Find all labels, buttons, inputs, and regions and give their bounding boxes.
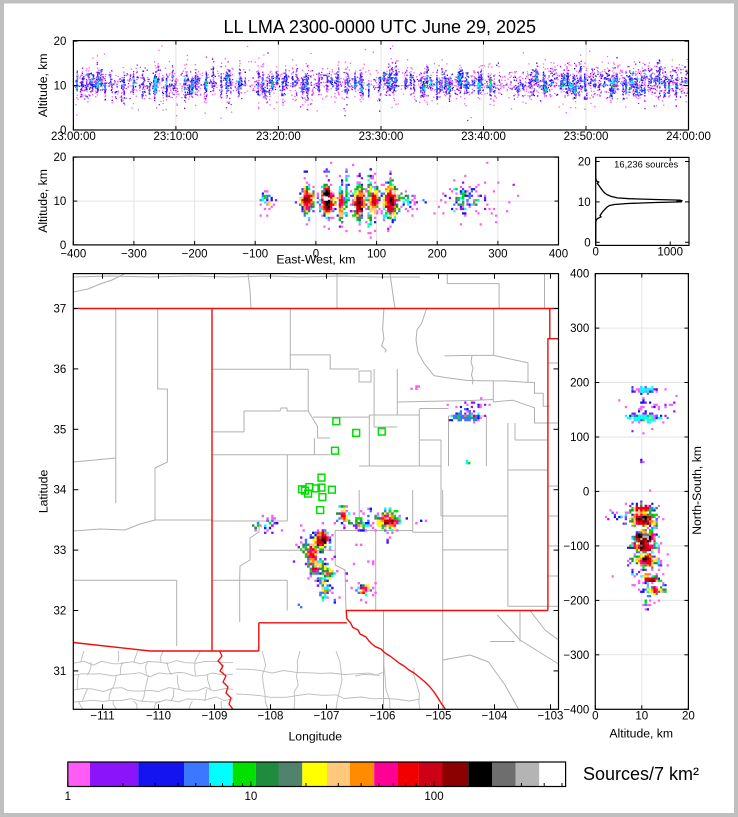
svg-text:−100: −100 <box>242 248 268 260</box>
svg-text:300: 300 <box>570 323 589 335</box>
svg-text:−200: −200 <box>563 595 589 607</box>
svg-text:23:20:00: 23:20:00 <box>256 131 301 143</box>
svg-text:23:40:00: 23:40:00 <box>461 131 506 143</box>
svg-text:−300: −300 <box>121 248 147 260</box>
svg-text:10: 10 <box>54 196 67 208</box>
svg-text:Sources/7 km²: Sources/7 km² <box>583 764 699 784</box>
svg-text:−108: −108 <box>258 710 284 722</box>
svg-text:16,236 sources: 16,236 sources <box>614 159 678 170</box>
svg-text:23:00:00: 23:00:00 <box>51 131 96 143</box>
svg-text:−100: −100 <box>563 541 589 553</box>
svg-text:200: 200 <box>428 248 447 260</box>
svg-text:−104: −104 <box>482 710 509 722</box>
svg-text:35: 35 <box>54 424 67 436</box>
svg-text:20: 20 <box>54 36 67 48</box>
svg-text:East-West, km: East-West, km <box>276 253 355 267</box>
svg-text:Altitude, km: Altitude, km <box>36 53 50 117</box>
svg-text:0: 0 <box>584 237 590 249</box>
svg-text:400: 400 <box>549 248 568 260</box>
svg-text:−200: −200 <box>182 248 208 260</box>
svg-text:100: 100 <box>367 248 386 260</box>
svg-text:33: 33 <box>54 545 67 557</box>
svg-text:0: 0 <box>60 240 66 252</box>
svg-text:10: 10 <box>245 791 258 803</box>
svg-text:−110: −110 <box>146 710 171 722</box>
svg-text:−107: −107 <box>314 710 340 722</box>
svg-text:23:30:00: 23:30:00 <box>359 131 404 143</box>
svg-text:0: 0 <box>592 246 598 258</box>
svg-text:−400: −400 <box>60 248 86 260</box>
svg-text:100: 100 <box>424 791 443 803</box>
svg-text:Longitude: Longitude <box>289 729 343 743</box>
svg-text:LL LMA 2300-0000 UTC June 29,: LL LMA 2300-0000 UTC June 29, 2025 <box>224 17 537 37</box>
svg-text:−111: −111 <box>90 710 114 722</box>
svg-text:North-South, km: North-South, km <box>690 446 704 535</box>
svg-text:31: 31 <box>54 666 67 678</box>
svg-text:20: 20 <box>578 157 591 169</box>
svg-text:20: 20 <box>54 152 67 164</box>
svg-text:1000: 1000 <box>657 246 683 258</box>
svg-text:20: 20 <box>682 710 695 722</box>
svg-text:1: 1 <box>65 791 71 803</box>
svg-text:0: 0 <box>313 248 319 260</box>
svg-text:Altitude, km: Altitude, km <box>609 726 673 740</box>
svg-text:−400: −400 <box>563 704 589 716</box>
svg-text:Altitude, km: Altitude, km <box>36 169 50 233</box>
svg-text:0: 0 <box>583 486 589 498</box>
svg-text:−103: −103 <box>538 710 564 722</box>
svg-text:400: 400 <box>570 269 589 281</box>
svg-text:Latitude: Latitude <box>36 470 50 514</box>
svg-text:37: 37 <box>54 304 67 316</box>
svg-text:23:50:00: 23:50:00 <box>564 131 609 143</box>
svg-text:0: 0 <box>60 125 66 137</box>
svg-text:−105: −105 <box>426 710 452 722</box>
svg-text:24:00:00: 24:00:00 <box>666 131 711 143</box>
svg-text:32: 32 <box>54 606 67 618</box>
svg-text:36: 36 <box>54 364 67 376</box>
svg-text:−109: −109 <box>202 710 228 722</box>
svg-text:23:10:00: 23:10:00 <box>154 131 199 143</box>
svg-text:34: 34 <box>54 485 67 497</box>
svg-text:0: 0 <box>592 710 598 722</box>
svg-text:10: 10 <box>578 197 591 209</box>
svg-text:10: 10 <box>635 710 648 722</box>
svg-text:300: 300 <box>488 248 507 260</box>
svg-text:−300: −300 <box>563 650 589 662</box>
svg-text:−106: −106 <box>370 710 396 722</box>
svg-text:200: 200 <box>570 378 589 390</box>
svg-text:10: 10 <box>54 81 67 93</box>
svg-text:100: 100 <box>570 432 589 444</box>
